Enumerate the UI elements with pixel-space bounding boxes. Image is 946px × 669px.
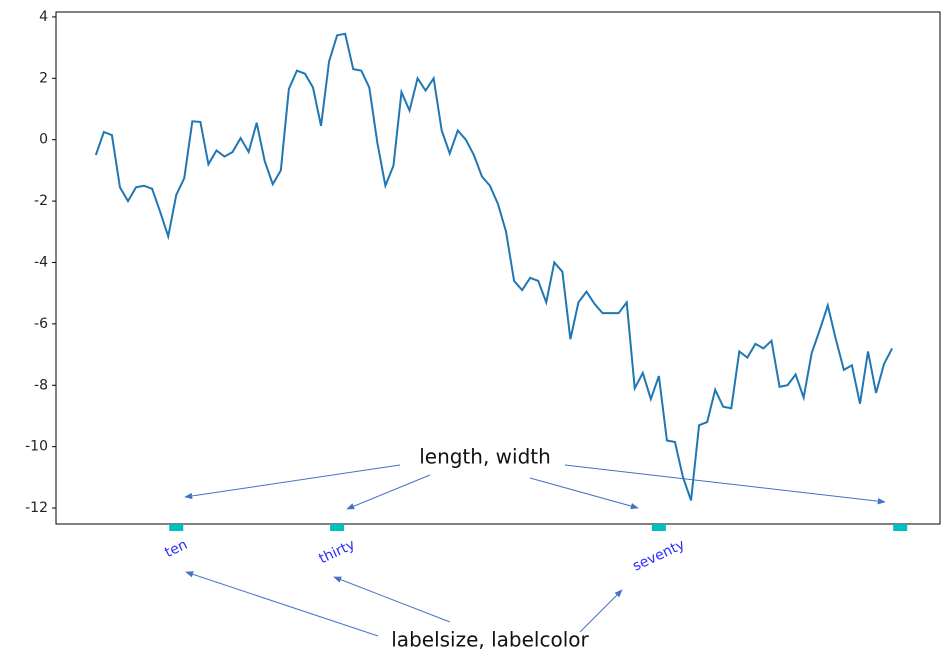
x-tick-label: ten	[162, 537, 190, 561]
y-tick-label: 0	[39, 132, 48, 148]
y-tick-label: -12	[25, 500, 48, 516]
x-tick-label: thirty	[317, 537, 358, 567]
arrow	[333, 576, 451, 623]
y-tick-label: -10	[25, 439, 48, 455]
arrow	[564, 464, 886, 505]
y-tick-label: 4	[39, 9, 48, 25]
arrow	[529, 477, 639, 510]
arrow	[184, 464, 401, 500]
y-tick-label: 2	[39, 70, 48, 86]
y-tick-label: -6	[34, 316, 48, 332]
annotation: length, width	[419, 445, 551, 469]
y-tick-label: -8	[34, 377, 48, 393]
arrow	[579, 589, 623, 633]
x-tick	[651, 524, 666, 531]
y-tick-label: -4	[34, 254, 48, 270]
line-series	[94, 32, 894, 501]
y-tick-label: -2	[34, 193, 48, 209]
annotation-arrows	[184, 464, 886, 637]
annotation: labelsize, labelcolor	[391, 628, 589, 652]
x-tick-label: seventy	[630, 537, 687, 575]
plot-frame	[55, 11, 941, 525]
x-tick	[169, 524, 184, 531]
x-tick	[893, 524, 908, 531]
x-tick	[330, 524, 345, 531]
arrow	[185, 571, 379, 637]
arrow	[346, 474, 431, 510]
plot-area: 4 2 0 -2 -4 -6 -8 -10 -12 ten thirty seventy	[25, 9, 908, 575]
